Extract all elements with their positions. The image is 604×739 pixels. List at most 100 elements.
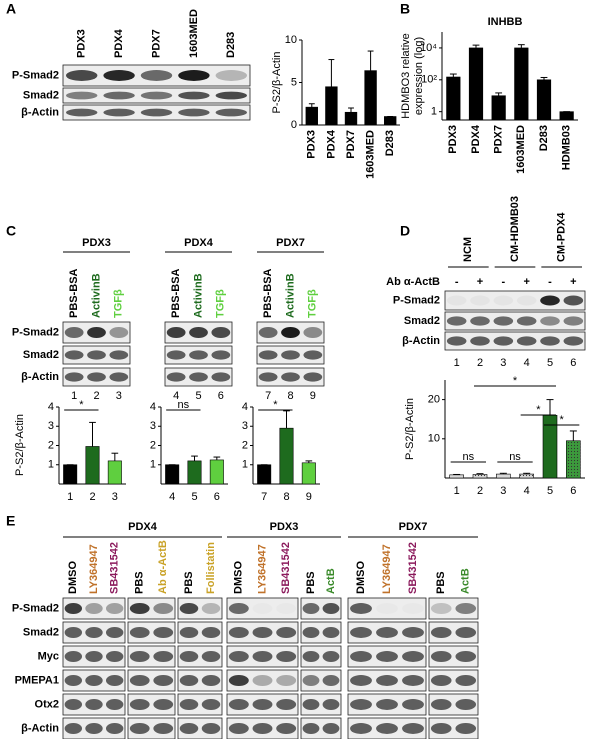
- blot-band: [64, 350, 84, 360]
- lane-label: Ab α-ActB: [157, 540, 169, 594]
- blot-band: [350, 675, 372, 686]
- significance-label: *: [79, 399, 84, 411]
- blot-band: [64, 327, 84, 338]
- bar: [449, 474, 464, 479]
- bar: [257, 464, 272, 485]
- lane-label: PBS-BSA: [262, 268, 274, 318]
- blot-band: [103, 70, 135, 81]
- blot-band: [470, 316, 490, 326]
- lane-label: PBS: [134, 571, 146, 594]
- x-tick-label: 1: [454, 485, 460, 497]
- row-label: β-Actin: [402, 335, 440, 347]
- blot-band: [252, 651, 273, 662]
- bar-pattern: [473, 474, 487, 478]
- blot-band: [322, 651, 340, 662]
- lane-number: 9: [310, 390, 316, 402]
- treatment-sign: -: [548, 276, 552, 288]
- lane-label: ActivinB: [192, 273, 204, 318]
- row-label: β-Actin: [21, 106, 59, 118]
- blot-band: [153, 723, 174, 734]
- blot-band: [109, 327, 129, 338]
- row-label: Smad2: [23, 89, 59, 101]
- lane-label: SB431542: [280, 542, 292, 594]
- blot-band: [376, 723, 398, 734]
- bar: [325, 86, 338, 126]
- blot-band: [322, 675, 340, 686]
- y-axis-label: P-S2/β-Actin: [271, 52, 283, 114]
- row-label: P-Smad2: [12, 326, 59, 338]
- blot-band: [201, 627, 221, 638]
- blot-band: [276, 627, 297, 638]
- blot-band: [105, 699, 124, 710]
- blot-band: [350, 723, 372, 734]
- y-tick-label: 20: [428, 394, 440, 406]
- blot-band: [402, 651, 424, 662]
- lane-label: DMSO: [233, 561, 245, 594]
- blot-band: [276, 723, 297, 734]
- blot-band: [129, 603, 150, 614]
- y-tick-label: 10: [285, 34, 297, 46]
- blot-band: [276, 699, 297, 710]
- blot-band: [140, 70, 173, 81]
- blot-band: [201, 603, 221, 614]
- treatment-sign: +: [523, 276, 529, 288]
- blot-band: [376, 699, 398, 710]
- blot-band: [430, 699, 452, 710]
- blot-band: [303, 372, 323, 382]
- blot-band: [253, 603, 273, 614]
- blot-band: [85, 723, 103, 734]
- blot-band: [85, 675, 103, 686]
- bar: [305, 106, 318, 126]
- blot-band: [563, 336, 584, 346]
- lane-number: 3: [116, 390, 122, 402]
- x-tick-label: PDX4: [325, 129, 337, 159]
- x-tick-label: 2: [89, 491, 95, 503]
- blot-band: [140, 91, 173, 100]
- blot-band: [302, 627, 320, 638]
- lane-label: LY364947: [381, 544, 393, 594]
- x-tick-label: 2: [477, 485, 483, 497]
- blot-band: [201, 675, 221, 686]
- blot-band: [228, 603, 249, 614]
- blot-band: [493, 295, 514, 306]
- y-axis-label: expression (log): [413, 37, 425, 115]
- y-tick-label: 1: [431, 106, 437, 118]
- blot-band: [322, 603, 340, 614]
- blot-band: [430, 603, 452, 614]
- bar-pattern: [566, 440, 581, 478]
- treatment-label: Ab α-ActB: [386, 276, 440, 288]
- blot-band: [302, 675, 320, 686]
- blot-band: [350, 603, 372, 614]
- blot-band: [129, 651, 150, 662]
- blot-band: [228, 627, 249, 638]
- y-axis-label: P-S2/β-Actin: [404, 398, 416, 460]
- y-tick-label: 3: [150, 420, 156, 432]
- x-tick-label: 6: [570, 485, 576, 497]
- panel-letter: A: [6, 1, 16, 17]
- blot-band: [179, 675, 199, 686]
- blot-band: [153, 699, 174, 710]
- row-label: P-Smad2: [12, 602, 59, 614]
- lane-label: ActB: [460, 568, 472, 594]
- blot-band: [402, 603, 424, 614]
- group-title: PDX3: [270, 521, 299, 533]
- blot-band: [179, 723, 199, 734]
- treatment-sign: +: [477, 276, 483, 288]
- y-axis-label: P-S2/β-Actin: [14, 414, 26, 476]
- blot-band: [105, 627, 124, 638]
- group-title: NCM: [462, 237, 474, 262]
- blot-band: [376, 627, 398, 638]
- lane-label: PBS: [435, 571, 447, 594]
- row-label: Smad2: [23, 626, 59, 638]
- blot-band: [103, 108, 135, 117]
- bar: [187, 460, 202, 485]
- blot-band: [85, 627, 103, 638]
- blot-strip: [226, 669, 299, 692]
- lane-number: 5: [547, 357, 553, 369]
- blot-band: [64, 699, 83, 710]
- blot-band: [563, 316, 584, 326]
- blot-band: [178, 70, 210, 81]
- y-tick-label: 3: [242, 420, 248, 432]
- bar: [279, 427, 294, 485]
- blot-band: [211, 350, 231, 360]
